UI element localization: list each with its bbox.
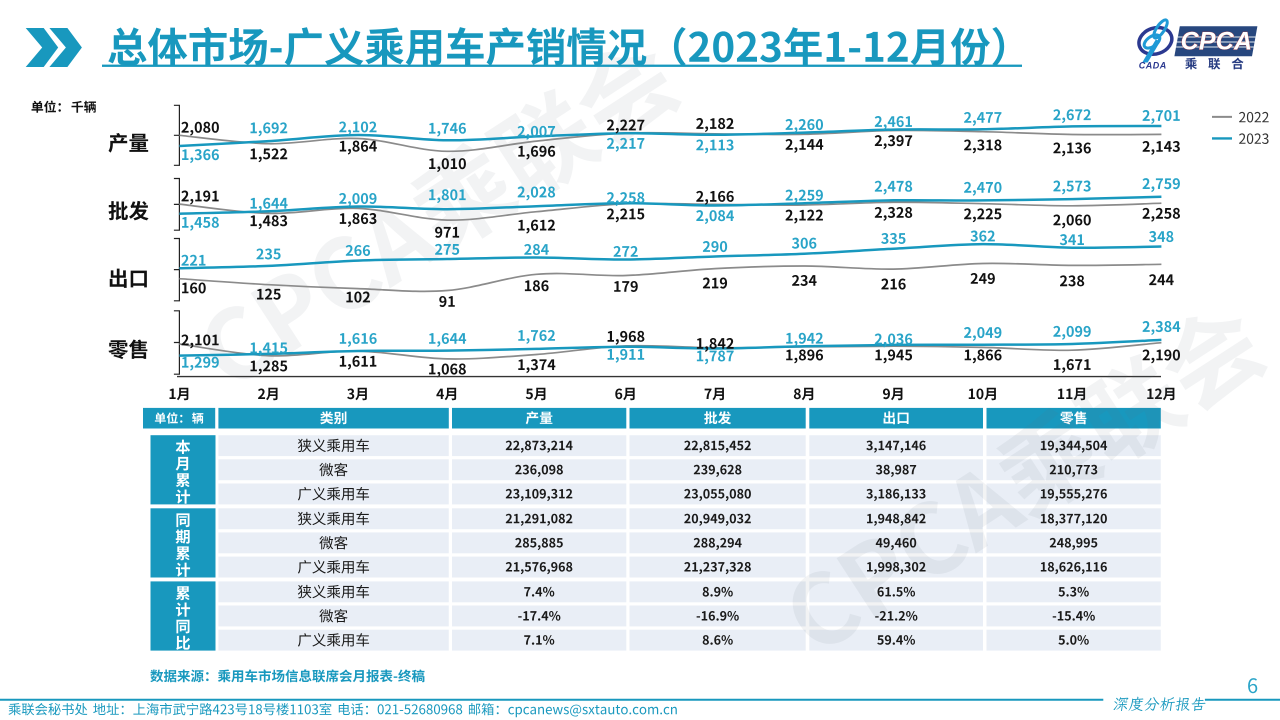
svg-text:CPCA: CPCA — [1181, 28, 1253, 56]
svg-text:CADA: CADA — [1139, 60, 1167, 70]
